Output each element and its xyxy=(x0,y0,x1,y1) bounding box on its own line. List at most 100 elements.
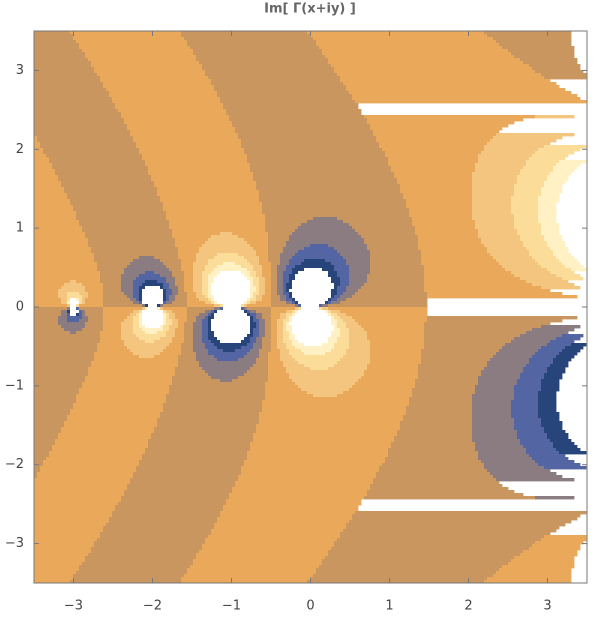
contour-band xyxy=(97,349,131,353)
contour-band xyxy=(256,298,263,302)
contour-band xyxy=(526,247,551,251)
contour-band xyxy=(187,319,197,323)
contour-band xyxy=(139,463,245,467)
contour-band xyxy=(34,580,71,584)
contour-band xyxy=(541,385,560,389)
contour-band xyxy=(34,73,98,77)
contour-band xyxy=(334,70,536,74)
contour-band xyxy=(250,367,269,371)
contour-band xyxy=(142,319,164,323)
contour-band xyxy=(304,268,323,272)
contour-band xyxy=(34,409,71,413)
contour-band xyxy=(34,163,53,167)
contour-band xyxy=(418,364,488,368)
contour-band xyxy=(280,259,290,263)
contour-band xyxy=(532,544,581,548)
contour-band xyxy=(370,340,425,344)
contour-band xyxy=(34,331,71,335)
contour-band xyxy=(214,301,218,305)
contour-band xyxy=(172,292,179,296)
contour-band xyxy=(85,379,173,383)
contour-band xyxy=(103,526,215,530)
contour-band xyxy=(421,355,494,359)
contour-band xyxy=(541,379,560,383)
contour-band xyxy=(202,328,209,332)
contour-band xyxy=(265,322,272,326)
contour-band xyxy=(118,502,227,506)
contour-band xyxy=(349,331,368,335)
contour-band xyxy=(187,298,200,302)
contour-band xyxy=(385,460,482,464)
contour-band xyxy=(166,298,170,302)
contour-band xyxy=(196,292,203,296)
contour-area xyxy=(34,31,587,584)
contour-band xyxy=(514,388,542,392)
contour-band xyxy=(514,397,539,401)
contour-band xyxy=(490,472,557,476)
contour-band xyxy=(262,298,272,302)
contour-band xyxy=(139,301,143,305)
contour-band xyxy=(271,310,287,314)
contour-band xyxy=(49,160,146,164)
contour-band xyxy=(34,310,62,314)
contour-band xyxy=(193,280,203,284)
contour-band xyxy=(250,244,269,248)
contour-band xyxy=(91,364,179,368)
contour-band xyxy=(328,367,368,371)
contour-band xyxy=(400,424,473,428)
contour-band xyxy=(34,67,95,71)
contour-band xyxy=(100,340,125,344)
contour-band xyxy=(85,301,104,305)
contour-band xyxy=(424,268,506,272)
contour-band xyxy=(145,451,248,455)
contour-band xyxy=(340,79,551,83)
contour-band xyxy=(133,283,143,287)
contour-band xyxy=(139,310,143,314)
contour-band xyxy=(352,517,578,521)
contour-band xyxy=(214,334,248,338)
contour-band xyxy=(331,292,338,296)
contour-band xyxy=(334,268,350,272)
contour-band xyxy=(259,280,266,284)
contour-band xyxy=(187,301,206,305)
contour-band xyxy=(166,310,173,314)
contour-band xyxy=(556,256,575,260)
contour-band xyxy=(217,358,239,362)
contour-band xyxy=(268,379,293,383)
contour-band xyxy=(289,322,332,326)
contour-band xyxy=(298,307,302,311)
contour-band xyxy=(262,268,272,272)
contour-band xyxy=(337,325,347,329)
contour-band xyxy=(517,181,545,185)
contour-band xyxy=(262,211,410,215)
contour-band xyxy=(298,340,329,344)
contour-band xyxy=(472,202,512,206)
contour-band xyxy=(418,247,488,251)
x-tick-label: −3 xyxy=(64,599,83,614)
contour-band xyxy=(313,37,494,41)
contour-band xyxy=(532,457,569,461)
contour-band xyxy=(187,295,197,299)
contour-band xyxy=(253,178,398,182)
contour-band xyxy=(247,241,269,245)
contour-band xyxy=(142,157,248,161)
contour-band xyxy=(325,301,329,305)
contour-band xyxy=(181,31,308,35)
contour-band xyxy=(517,433,548,437)
contour-band xyxy=(163,295,167,299)
contour-band xyxy=(79,43,188,47)
contour-band xyxy=(247,298,251,302)
contour-band xyxy=(196,319,203,323)
contour-band xyxy=(400,427,473,431)
contour-band xyxy=(157,421,260,425)
y-tick-label: −1 xyxy=(5,378,24,393)
contour-band xyxy=(166,319,173,323)
contour-band xyxy=(262,400,410,404)
contour-band xyxy=(277,292,284,296)
contour-band xyxy=(163,310,167,314)
contour-band xyxy=(268,358,281,362)
contour-band xyxy=(289,334,296,338)
contour-band xyxy=(34,247,92,251)
contour-band xyxy=(520,277,563,281)
contour-band xyxy=(91,550,200,554)
